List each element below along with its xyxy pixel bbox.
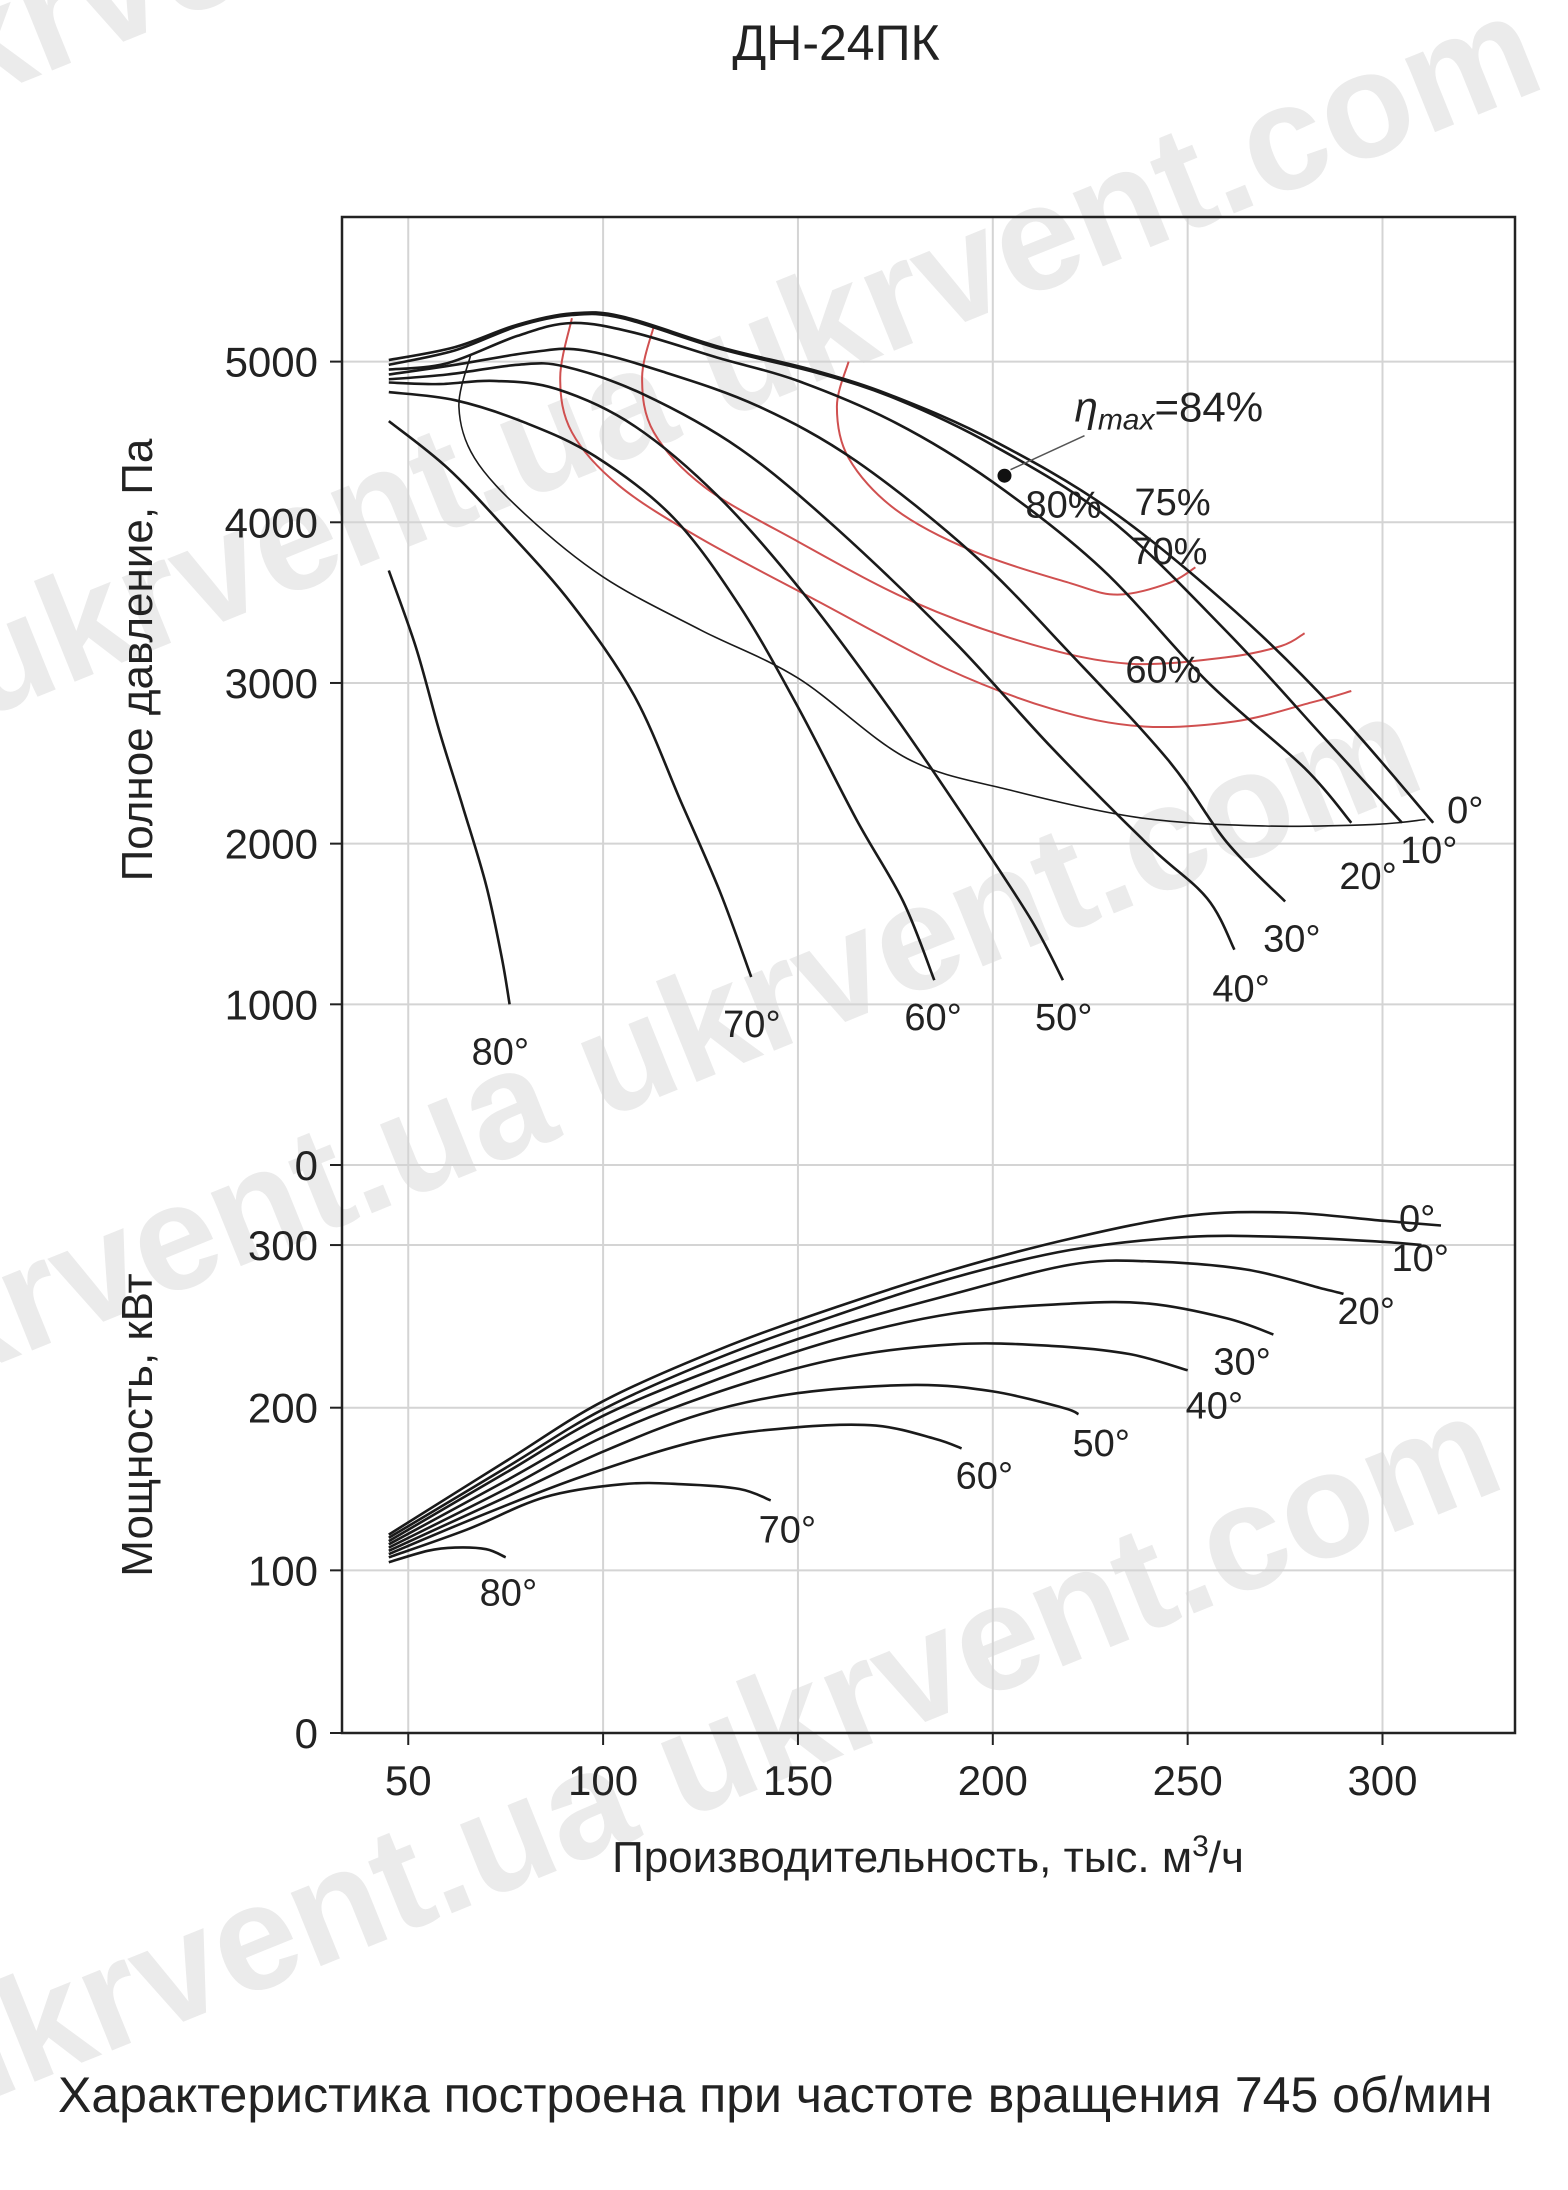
- watermark-text: ukrvent.ua ukrvent.com: [0, 1360, 1521, 2150]
- x-tick-label: 50: [385, 1757, 432, 1804]
- pressure-label-20deg: 20°: [1339, 856, 1396, 898]
- x-tick-label: 150: [763, 1757, 833, 1804]
- power-curve-60deg: [388, 1423, 963, 1556]
- pressure-curve-30deg: [388, 347, 1287, 903]
- power-axis-title: Мощность, кВт: [113, 1273, 162, 1576]
- power-label-10deg: 10°: [1391, 1238, 1448, 1280]
- curve-labels: 80% 75%70%60%0°10°20°30°40°50°60°70°80°0°…: [472, 482, 1484, 1614]
- watermark-layer: ukrvent.ua ukrvent.com ukrvent.ua ukrven…: [0, 0, 1561, 2150]
- pressure-label-0deg: 0°: [1447, 790, 1483, 832]
- pressure-curve-60deg: [388, 390, 936, 981]
- power-label-0deg: 0°: [1399, 1199, 1435, 1241]
- pressure-curve-10deg: [388, 312, 1403, 824]
- pressure-label-70deg: 70°: [723, 1004, 780, 1046]
- power-label-40deg: 40°: [1186, 1385, 1243, 1427]
- x-axis-ticks: 50 100 150 200 250 300: [385, 1733, 1418, 1804]
- power-curves: [388, 1210, 1442, 1564]
- eta-sub: max: [1098, 404, 1156, 437]
- power-label-30deg: 30°: [1213, 1342, 1270, 1384]
- x-axis-title-sup: 3: [1192, 1830, 1209, 1863]
- pressure-curve-50deg: [388, 379, 1065, 981]
- power-label-50deg: 50°: [1073, 1423, 1130, 1465]
- efficiency-curve-80pct: [835, 361, 1196, 596]
- pressure-label-30deg: 30°: [1263, 918, 1320, 960]
- pressure-axis-title: Полное давление, Па: [113, 438, 162, 881]
- eta-symbol: η: [1074, 384, 1097, 431]
- power-curve-80deg: [388, 1546, 507, 1564]
- power-label-70deg: 70°: [759, 1509, 816, 1551]
- pressure-curve-40deg: [388, 362, 1236, 951]
- pressure-tick-label: 0: [295, 1142, 318, 1189]
- pressure-curve-70deg: [387, 420, 753, 978]
- eta-max-label: ηmax=84%: [1074, 384, 1263, 437]
- eta-max-point: [997, 468, 1012, 483]
- power-curve-20deg: [388, 1259, 1344, 1543]
- watermark-text: ukrvent.ua ukrvent.com: [0, 660, 1441, 1450]
- x-tick-label: 200: [958, 1757, 1028, 1804]
- x-tick-label: 300: [1347, 1757, 1417, 1804]
- x-axis-title: Производительность, тыс. м3/ч: [612, 1830, 1244, 1882]
- power-tick-label: 100: [248, 1547, 318, 1594]
- pressure-curve-20deg: [388, 321, 1353, 824]
- efficiency-curve-70pct: [559, 318, 1352, 729]
- eta-max-annotation: ηmax=84%: [997, 384, 1263, 483]
- plot-frame: [340, 215, 1517, 1735]
- pressure-curves: [387, 311, 1435, 1005]
- pressure-label-40deg: 40°: [1212, 969, 1269, 1011]
- efficiency-label-70pct: 70%: [1131, 531, 1207, 573]
- pressure-label-10deg: 10°: [1400, 830, 1457, 872]
- efficiency-label-80pct: 80%: [1025, 484, 1101, 526]
- chart-caption: Характеристика построена при частоте вра…: [58, 2067, 1493, 2123]
- pressure-tick-label: 2000: [225, 821, 318, 868]
- pressure-tick-label: 1000: [225, 981, 318, 1028]
- power-label-60deg: 60°: [956, 1455, 1013, 1497]
- efficiency-label-75pct: 75%: [1135, 482, 1211, 524]
- eta-max-leader: [1010, 435, 1085, 471]
- pressure-label-80deg: 80°: [472, 1031, 529, 1073]
- pressure-label-60deg: 60°: [904, 997, 961, 1039]
- power-label-80deg: 80°: [480, 1572, 537, 1614]
- power-label-20deg: 20°: [1338, 1291, 1395, 1333]
- chart-title: ДН-24ПК: [732, 15, 939, 71]
- power-curve-70deg: [388, 1481, 772, 1559]
- y-axis-ticks: 0 1000 2000 3000 4000 5000 0 100 200 300: [225, 339, 342, 1757]
- power-tick-label: 300: [248, 1222, 318, 1269]
- efficiency-label-60pct: 60%: [1125, 650, 1201, 692]
- power-tick-label: 200: [248, 1385, 318, 1432]
- power-curve-10deg: [388, 1234, 1422, 1539]
- power-curve-0deg: [388, 1210, 1442, 1536]
- power-tick-label: 0: [295, 1710, 318, 1757]
- power-curve-50deg: [388, 1383, 1080, 1552]
- pressure-tick-label: 5000: [225, 339, 318, 386]
- grid-layer: [342, 217, 1515, 1734]
- pressure-tick-label: 3000: [225, 660, 318, 707]
- power-curve-30deg: [388, 1300, 1274, 1546]
- x-tick-label: 250: [1153, 1757, 1223, 1804]
- x-axis-title-tail: /ч: [1209, 1833, 1244, 1882]
- power-curve-40deg: [388, 1342, 1189, 1549]
- x-tick-label: 100: [568, 1757, 638, 1804]
- pressure-tick-label: 4000: [225, 499, 318, 546]
- pressure-curve-80deg: [387, 570, 511, 1005]
- eta-value: =84%: [1155, 384, 1264, 431]
- pressure-label-50deg: 50°: [1035, 997, 1092, 1039]
- x-axis-title-main: Производительность, тыс. м: [612, 1833, 1192, 1882]
- efficiency-curve-60pct: [458, 355, 1426, 828]
